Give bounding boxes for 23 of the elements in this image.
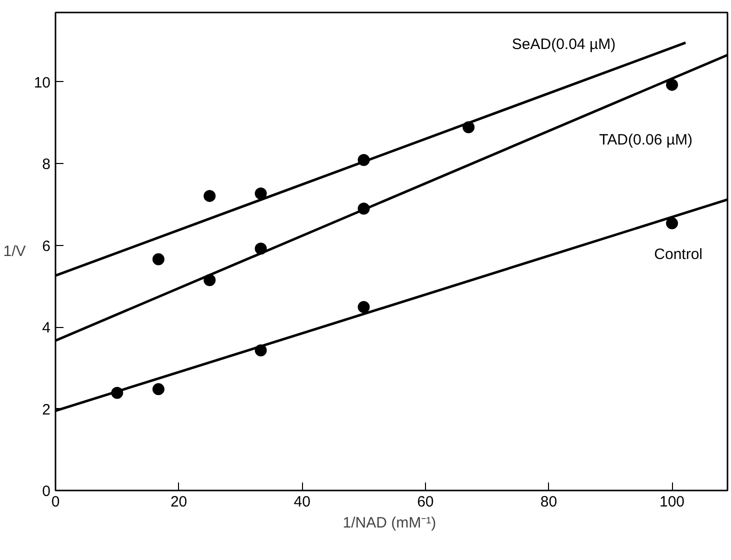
y-tick-label: 8: [42, 156, 50, 174]
x-tick-label: 100: [660, 494, 685, 510]
series-label: Control: [654, 246, 703, 264]
y-tick-label: 0: [42, 483, 50, 500]
x-tick-label: 60: [417, 494, 434, 510]
point: [152, 253, 164, 266]
x-tick-label: 20: [170, 494, 188, 510]
y-tick-label: 2: [42, 401, 50, 418]
x-tick-label: 80: [540, 494, 558, 510]
series-label: TAD(0.06 µM): [599, 131, 693, 148]
y-axis-title: 1/V: [3, 243, 26, 260]
point: [152, 383, 164, 396]
point: [358, 301, 370, 314]
y-tick-label: 6: [42, 238, 50, 255]
y-tick-label: 10: [34, 74, 51, 92]
x-tick-label: 40: [294, 494, 310, 510]
point: [666, 217, 678, 230]
y-tick-label: 4: [42, 320, 50, 337]
point: [254, 187, 267, 200]
x-axis-title: 1/NAD (mM⁻¹): [342, 514, 436, 532]
point: [666, 78, 678, 91]
series-label: SeAD(0.04 µM): [512, 36, 616, 54]
point: [204, 190, 216, 202]
